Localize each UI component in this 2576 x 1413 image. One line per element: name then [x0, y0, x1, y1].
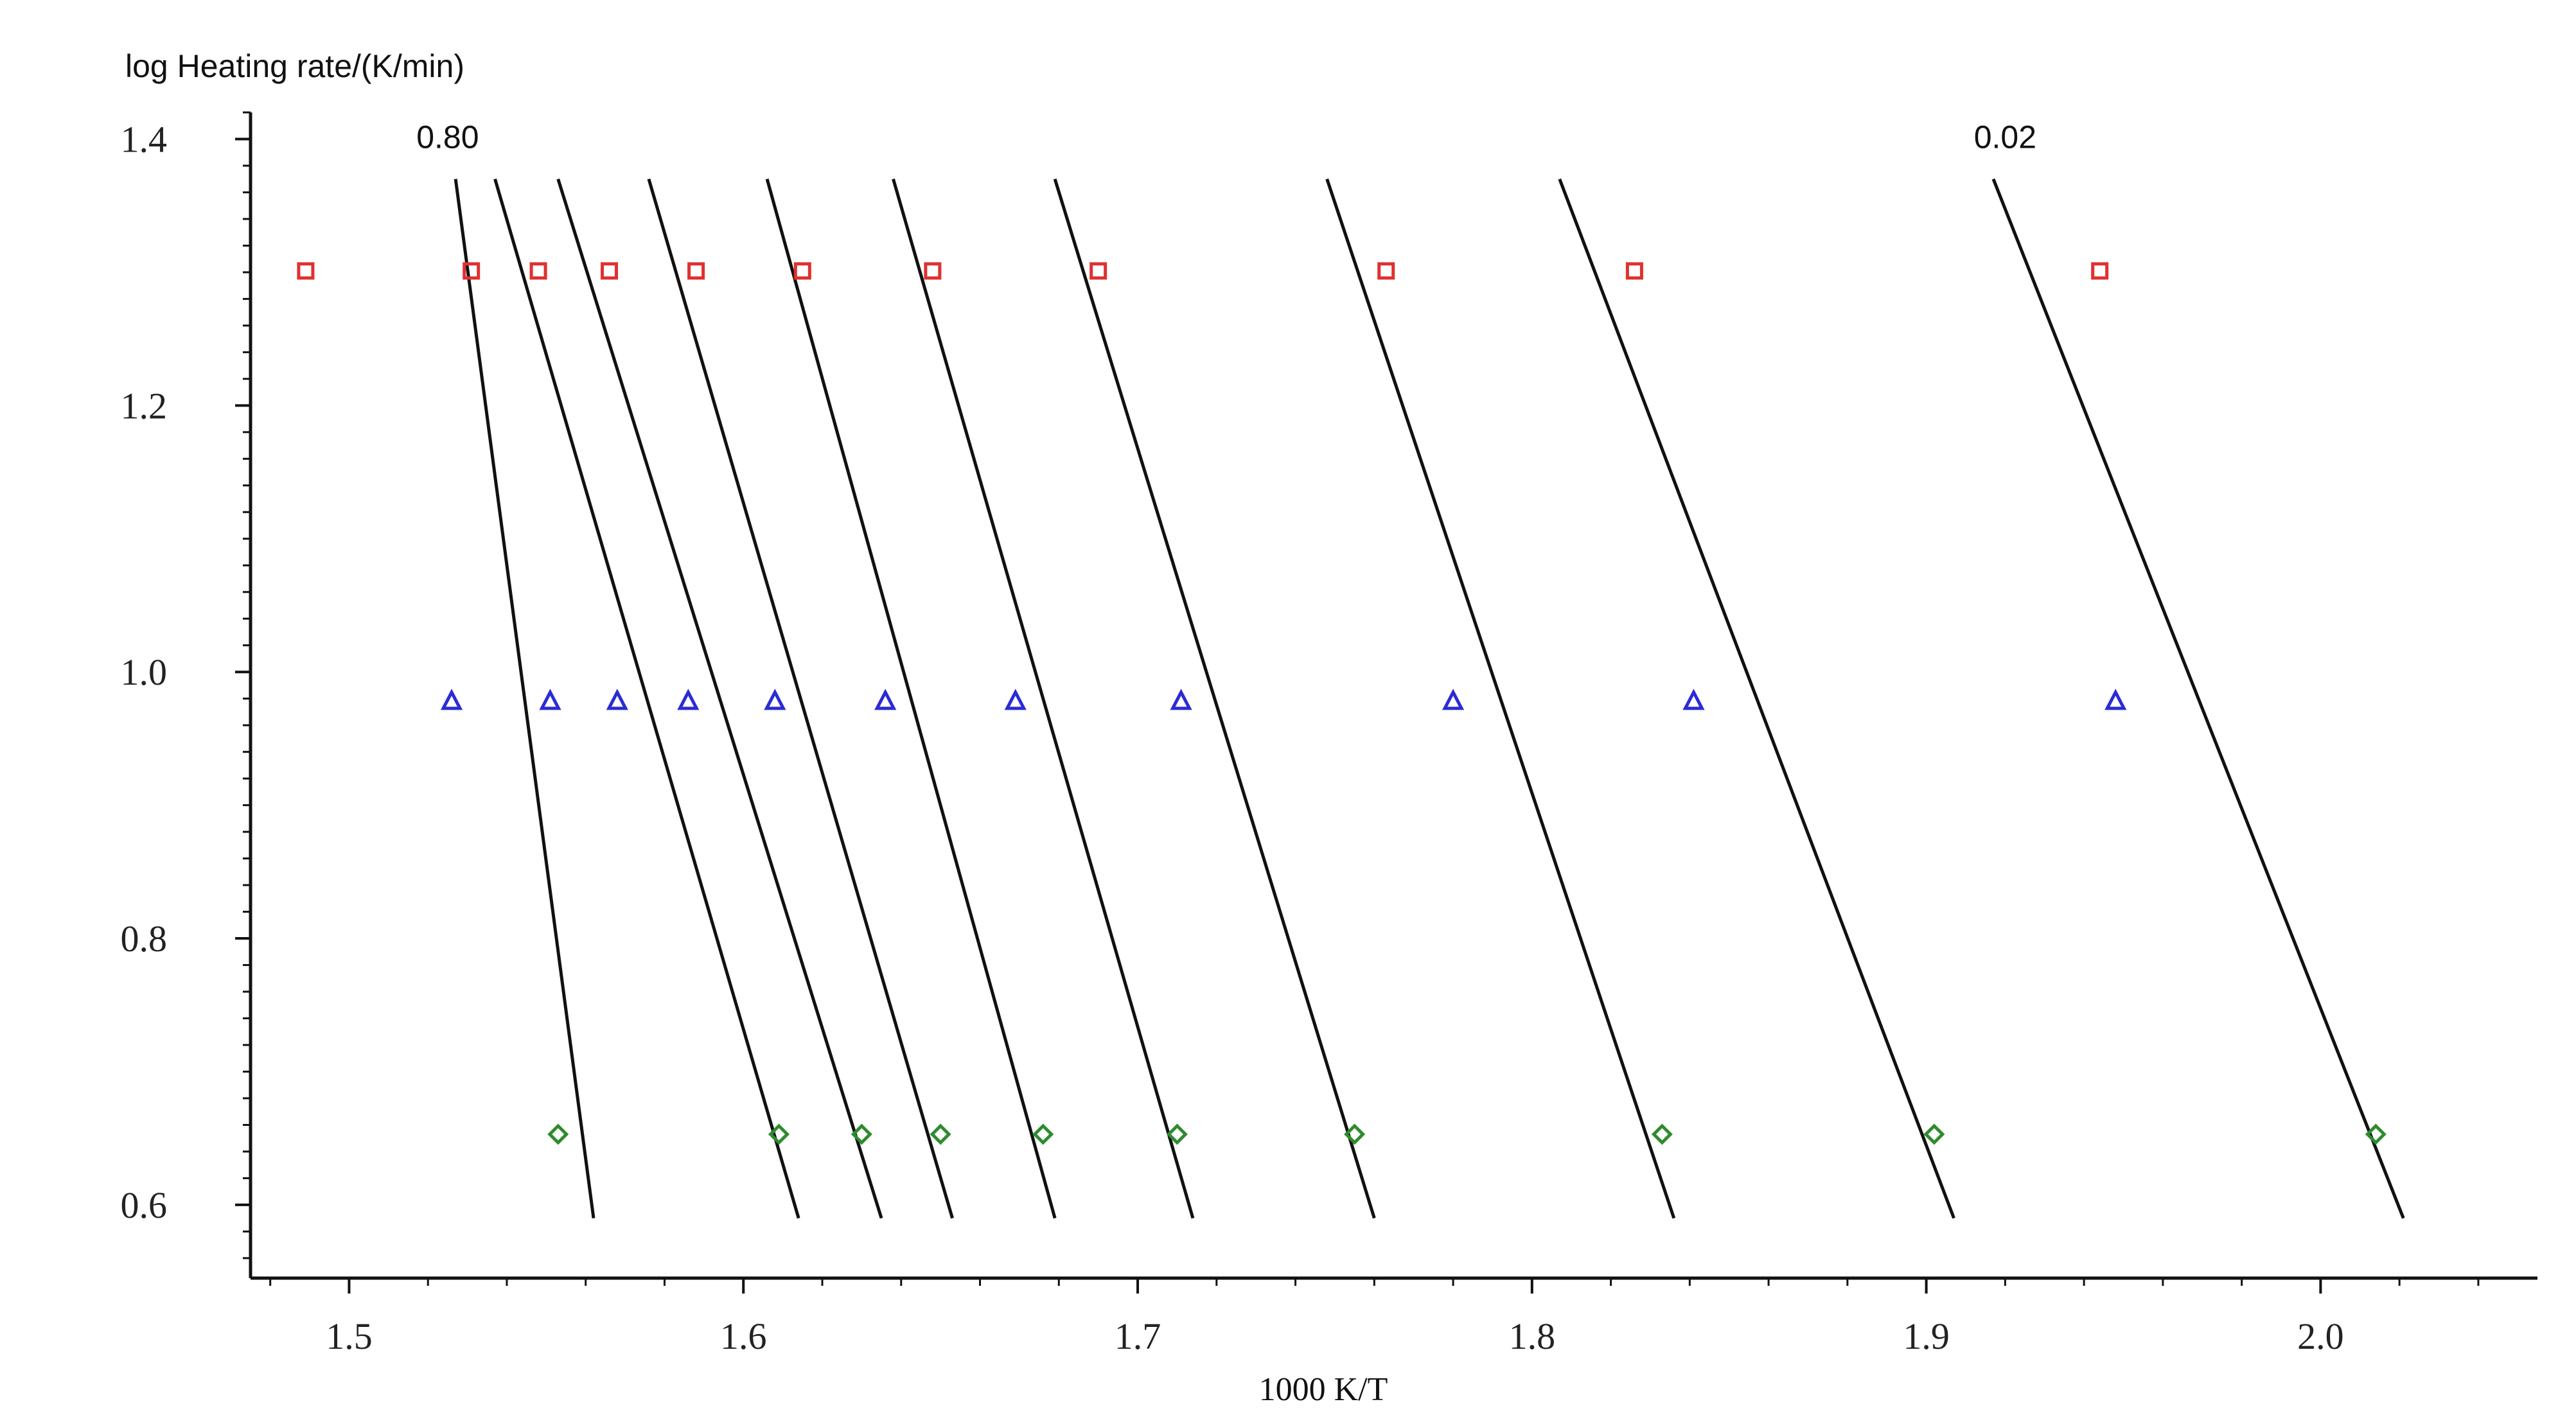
y-tick-label: 1.2 [121, 385, 168, 426]
square-marker [2091, 262, 2109, 280]
fit-line [892, 179, 1195, 1219]
x-tick-label: 1.9 [1903, 1315, 1950, 1357]
triangle-marker [1442, 689, 1465, 710]
diamond-marker [930, 1123, 951, 1145]
y-tick-label: 1.4 [121, 118, 168, 160]
square-marker [1090, 262, 1107, 280]
square-marker [297, 262, 315, 280]
y-tick-label: 0.6 [121, 1184, 168, 1226]
square-marker [463, 262, 481, 280]
square-marker [529, 262, 547, 280]
diamond-marker [547, 1123, 569, 1145]
fit-line [493, 179, 800, 1219]
x-tick-label: 2.0 [2297, 1315, 2344, 1357]
triangle-marker [764, 689, 786, 710]
diamond-marker [1923, 1123, 1945, 1145]
fit-line [647, 179, 954, 1219]
fit-line [1053, 178, 1376, 1219]
diamond-marker [1651, 1123, 1673, 1145]
diamond-marker [1344, 1123, 1366, 1145]
triangle-marker [440, 689, 463, 710]
triangle-marker [539, 689, 561, 710]
fit-line [556, 178, 883, 1219]
fit-lines [454, 178, 2405, 1219]
square-marker [687, 262, 705, 280]
x-tick-label: 1.8 [1509, 1315, 1556, 1357]
triangle-marker [874, 689, 897, 710]
y-tick-label: 1.0 [121, 651, 168, 693]
y-axis-title: log Heating rate/(K/min) [125, 48, 464, 84]
diamond-marker [1032, 1123, 1054, 1145]
triangle-marker [1682, 689, 1705, 710]
diamond-marker [851, 1123, 872, 1145]
line-annotation: 0.02 [1974, 119, 2036, 155]
fit-line [1991, 178, 2405, 1219]
y-tick-label: 0.8 [121, 918, 168, 960]
data-points [297, 262, 2386, 1145]
square-marker [924, 262, 942, 280]
diamond-marker [1166, 1123, 1188, 1145]
square-marker [793, 262, 811, 280]
triangle-marker [1004, 689, 1027, 710]
line-annotation: 0.80 [416, 119, 479, 155]
x-tick-label: 1.5 [326, 1315, 373, 1357]
triangle-marker [606, 689, 628, 710]
fit-line [1558, 178, 1955, 1219]
x-axis-title: 1000 K/T [1259, 1371, 1388, 1408]
x-tick-label: 1.7 [1115, 1315, 1161, 1357]
square-marker [601, 262, 619, 280]
labels: log Heating rate/(K/min) 1000 K/T 0.6 0.8… [121, 48, 2344, 1408]
fit-line [454, 179, 595, 1218]
triangle-marker [1170, 689, 1192, 710]
fit-line [1325, 178, 1676, 1219]
diamond-marker [2365, 1123, 2386, 1145]
axes [235, 111, 2537, 1294]
diamond-marker [768, 1123, 790, 1145]
x-tick-label: 1.6 [720, 1315, 767, 1357]
square-marker [1377, 262, 1395, 280]
triangle-marker [677, 689, 700, 710]
triangle-marker [2104, 689, 2127, 710]
fit-line [765, 179, 1057, 1219]
square-marker [1625, 262, 1643, 280]
